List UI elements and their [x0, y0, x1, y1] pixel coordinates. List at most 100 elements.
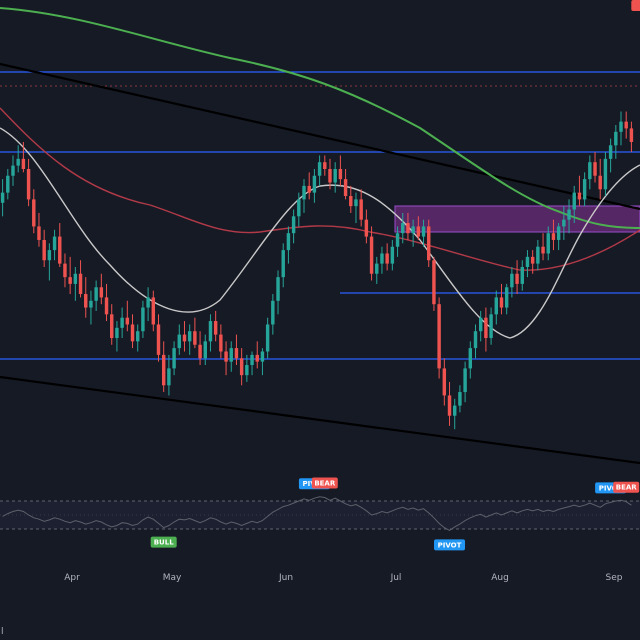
candle-body[interactable] [219, 334, 223, 352]
candle-body[interactable] [629, 128, 634, 142]
candle-body[interactable] [198, 344, 202, 359]
candle-body[interactable] [546, 233, 550, 254]
candle-body[interactable] [333, 168, 337, 183]
candle-body[interactable] [47, 250, 52, 261]
candle-body[interactable] [317, 162, 322, 176]
candle-body[interactable] [135, 331, 140, 342]
candle-body[interactable] [385, 253, 389, 264]
candle-body[interactable] [151, 297, 156, 325]
candle-body[interactable] [245, 365, 249, 376]
candle-body[interactable] [172, 348, 176, 369]
candle-body[interactable] [68, 277, 72, 284]
candle-body[interactable] [78, 273, 83, 295]
candle-body[interactable] [593, 162, 597, 176]
candle-body[interactable] [375, 263, 379, 274]
candle-body[interactable] [588, 162, 592, 180]
candle-body[interactable] [416, 226, 421, 237]
candle-body[interactable] [427, 226, 431, 261]
candle-body[interactable] [364, 219, 369, 237]
candle-body[interactable] [411, 226, 415, 234]
candle-body[interactable] [276, 277, 280, 301]
candle-body[interactable] [421, 226, 426, 237]
candle-body[interactable] [234, 348, 239, 359]
candle-body[interactable] [6, 175, 10, 193]
candle-body[interactable] [239, 358, 244, 376]
candle-body[interactable] [229, 348, 233, 362]
candle-body[interactable] [167, 368, 171, 386]
candle-body[interactable] [452, 405, 457, 416]
candle-body[interactable] [520, 267, 524, 284]
candle-body[interactable] [338, 168, 343, 180]
candle-body[interactable] [504, 287, 509, 308]
candle-body[interactable] [530, 256, 535, 264]
candle-body[interactable] [271, 300, 275, 325]
main-price-pane[interactable] [0, 7, 640, 465]
candle-body[interactable] [619, 121, 623, 132]
candle-body[interactable] [582, 179, 587, 200]
candle-body[interactable] [291, 216, 296, 234]
candle-body[interactable] [307, 185, 311, 193]
candle-body[interactable] [437, 304, 441, 369]
candle-body[interactable] [182, 334, 187, 342]
candle-body[interactable] [432, 260, 436, 305]
candle-body[interactable] [0, 192, 5, 203]
candle-body[interactable] [265, 324, 270, 352]
candle-body[interactable] [21, 158, 26, 169]
candle-body[interactable] [37, 226, 41, 240]
candle-body[interactable] [499, 297, 504, 308]
candle-body[interactable] [156, 324, 161, 355]
oscillator-pane[interactable]: BULLPIVOTBEARPIVOTPIVOTBEARBEA [0, 0, 640, 551]
candle-body[interactable] [354, 199, 358, 207]
candle-body[interactable] [89, 300, 93, 308]
candle-body[interactable] [369, 236, 374, 274]
candle-body[interactable] [32, 199, 36, 227]
candle-body[interactable] [551, 233, 556, 240]
candle-body[interactable] [463, 368, 467, 393]
candle-body[interactable] [473, 331, 478, 349]
candle-body[interactable] [146, 297, 150, 308]
candle-body[interactable] [536, 246, 540, 264]
candle-body[interactable] [510, 273, 514, 288]
candle-body[interactable] [489, 314, 493, 338]
candle-body[interactable] [401, 223, 405, 234]
candle-body[interactable] [515, 273, 519, 284]
candle-body[interactable] [572, 192, 576, 210]
candle-body[interactable] [478, 317, 483, 332]
candle-body[interactable] [302, 185, 306, 200]
signal-badge-pivot[interactable]: PIVOT [434, 539, 466, 551]
candle-body[interactable] [484, 317, 488, 338]
candle-body[interactable] [598, 175, 602, 190]
candle-body[interactable] [380, 253, 384, 264]
candle-body[interactable] [525, 256, 530, 267]
lower-trend-line[interactable] [0, 375, 640, 465]
candle-body[interactable] [16, 158, 20, 166]
candle-body[interactable] [94, 287, 98, 301]
candle-body[interactable] [187, 331, 192, 342]
candle-body[interactable] [141, 307, 145, 332]
candle-body[interactable] [203, 341, 207, 359]
signal-badge-bear[interactable]: BEAR [311, 477, 338, 489]
candle-body[interactable] [224, 351, 228, 362]
candle-body[interactable] [577, 192, 582, 200]
candle-body[interactable] [624, 121, 628, 129]
candle-body[interactable] [541, 246, 545, 254]
candle-body[interactable] [110, 314, 114, 338]
candle-body[interactable] [84, 294, 88, 308]
candle-body[interactable] [395, 233, 400, 247]
candle-body[interactable] [193, 331, 197, 345]
candle-body[interactable] [328, 168, 332, 183]
candle-body[interactable] [458, 392, 462, 406]
candle-body[interactable] [213, 321, 218, 335]
candle-body[interactable] [52, 236, 57, 251]
signal-badge-bear[interactable]: BEA [631, 0, 640, 11]
candle-body[interactable] [104, 297, 109, 315]
candle-body[interactable] [297, 199, 301, 217]
candle-body[interactable] [177, 334, 182, 349]
candle-body[interactable] [286, 233, 291, 251]
candle-body[interactable] [614, 131, 618, 146]
candle-body[interactable] [603, 158, 608, 190]
candle-body[interactable] [447, 395, 452, 416]
candle-body[interactable] [208, 321, 213, 342]
candle-body[interactable] [250, 354, 254, 366]
